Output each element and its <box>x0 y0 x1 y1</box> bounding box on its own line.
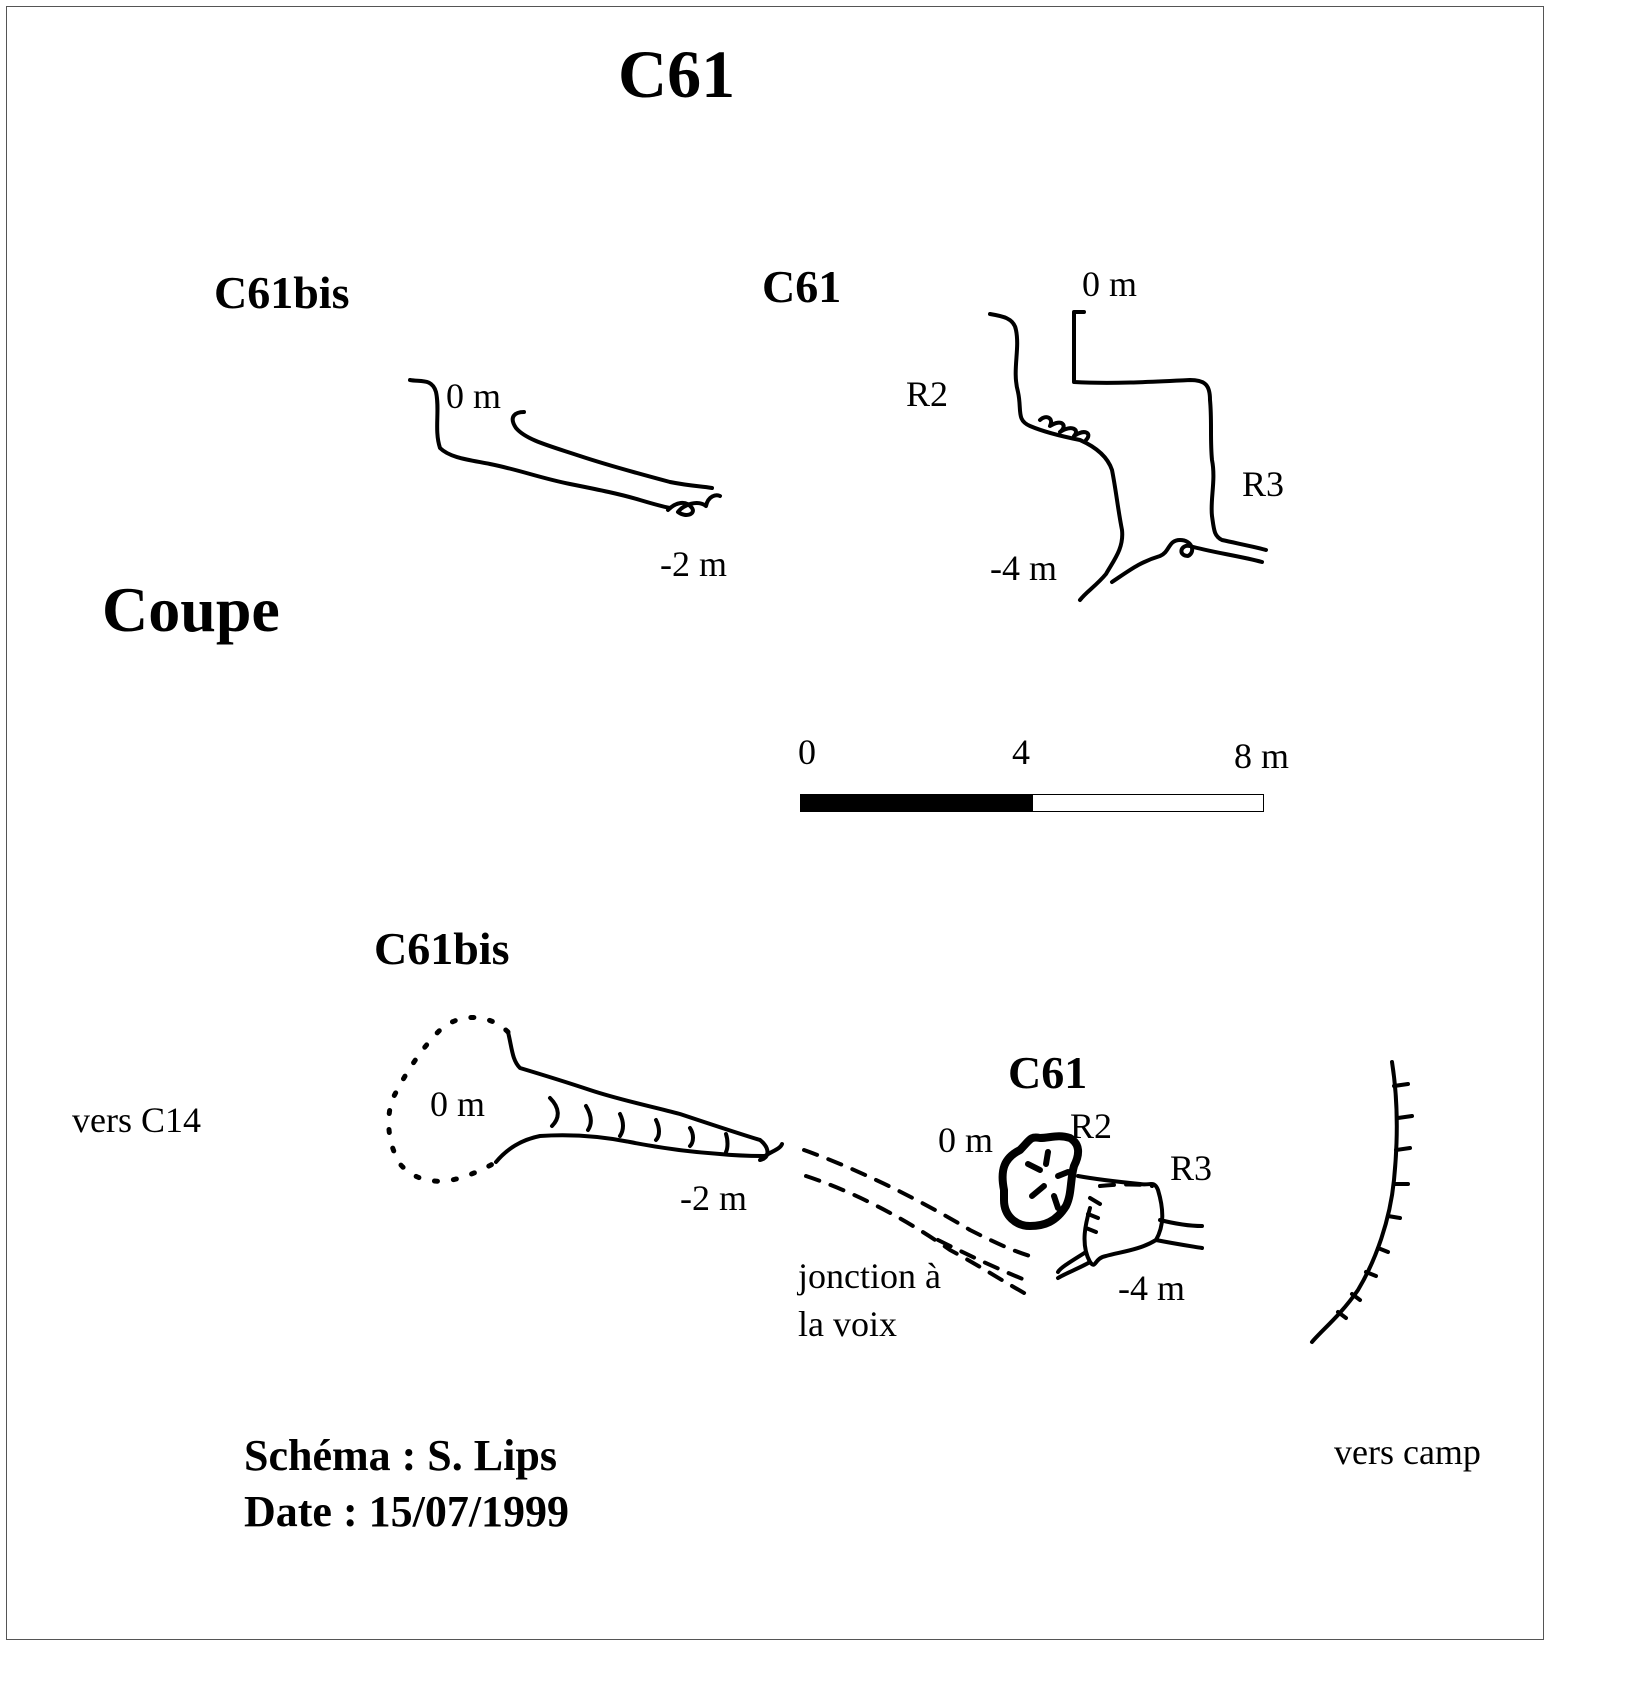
scale-tick-0: 0 <box>798 732 816 772</box>
plan-c61bis-top-depth: 0 m <box>430 1084 486 1124</box>
plan-c61bis-bottom-depth: -2 m <box>680 1178 747 1218</box>
junction-note-line1: jonction à <box>798 1256 941 1296</box>
plan-c61-name: C61 <box>1008 1047 1088 1098</box>
section-c61-top-depth: 0 m <box>1082 264 1138 304</box>
section-c61bis-top-depth: 0 m <box>446 376 502 416</box>
plan-c61bis-passage <box>386 1015 784 1184</box>
plan-c61-passage <box>998 1132 1204 1280</box>
drawing-frame <box>6 6 1544 1640</box>
section-c61-passage <box>988 310 1268 602</box>
credit-date: Date : 15/07/1999 <box>244 1487 570 1536</box>
direction-east-label: vers camp <box>1334 1432 1481 1472</box>
plan-c61-bottom-depth: -4 m <box>1118 1268 1185 1308</box>
direction-west-label: vers C14 <box>72 1100 201 1140</box>
scale-bar <box>800 794 1264 812</box>
section-c61-pitch-r3: R3 <box>1242 464 1285 504</box>
section-c61-bottom-depth: -4 m <box>990 548 1057 588</box>
scale-tick-4: 4 <box>1012 732 1030 772</box>
section-c61bis-name: C61bis <box>214 267 350 318</box>
plan-c61bis-name: C61bis <box>374 923 510 974</box>
plan-c61-top-depth: 0 m <box>938 1120 994 1160</box>
junction-note-line2: la voix <box>798 1304 897 1344</box>
section-c61-pitch-r2: R2 <box>906 374 949 414</box>
cliff-line <box>1310 1060 1414 1344</box>
section-c61bis-bottom-depth: -2 m <box>660 544 727 584</box>
page-title: C61 <box>618 36 736 112</box>
plan-c61-pitch-r2: R2 <box>1070 1106 1113 1146</box>
scale-tick-8: 8 m <box>1234 736 1290 776</box>
section-c61-name: C61 <box>762 261 842 312</box>
plan-c61-pitch-r3: R3 <box>1170 1148 1213 1188</box>
credit-author: Schéma : S. Lips <box>244 1431 557 1480</box>
scale-bar-filled-segment <box>801 795 1033 811</box>
section-c61bis-passage <box>408 378 722 517</box>
coupe-label: Coupe <box>102 574 280 645</box>
junction-dashes <box>802 1148 1032 1296</box>
